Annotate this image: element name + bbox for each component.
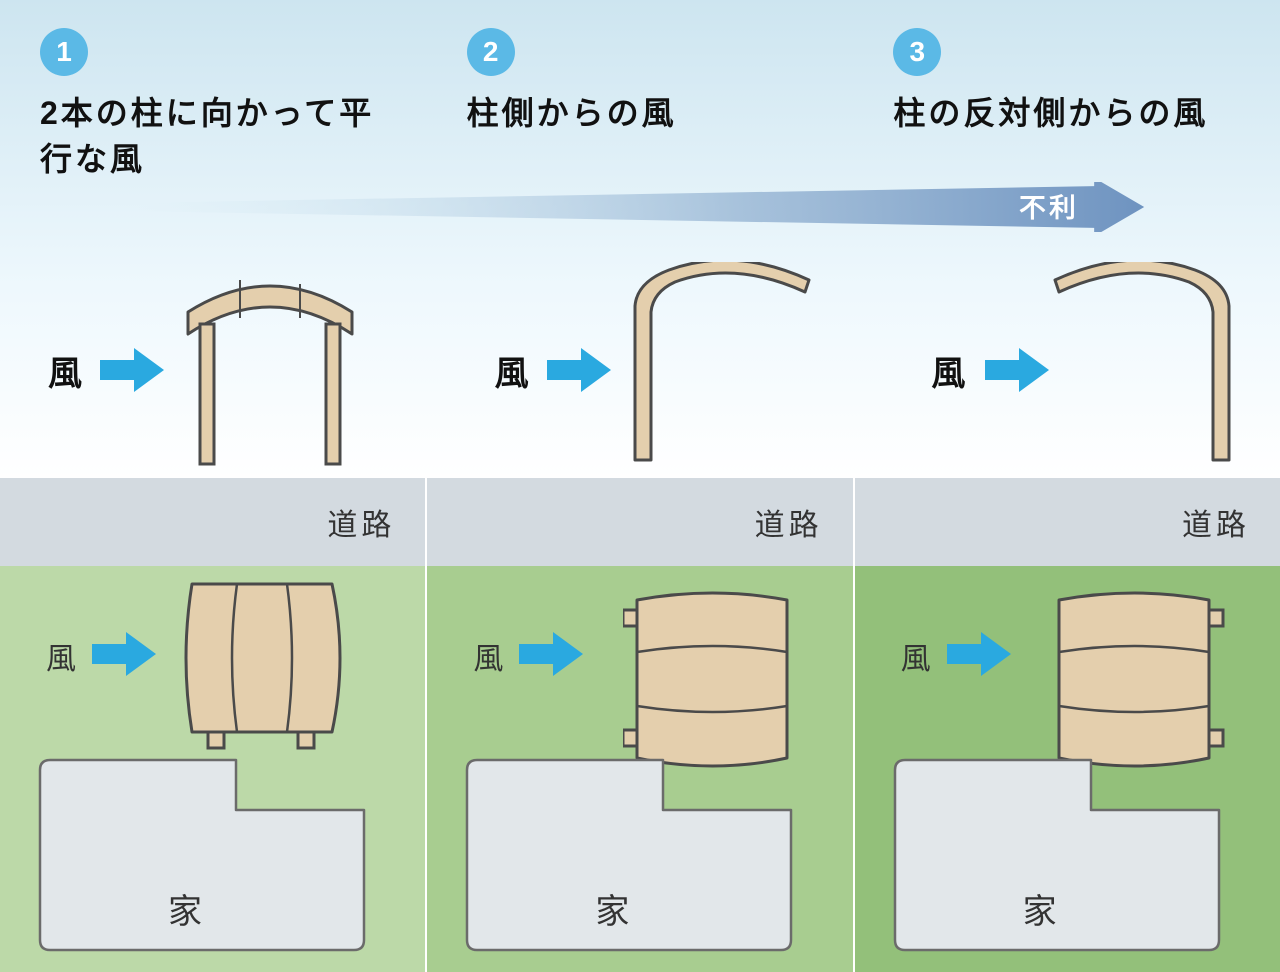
carport-post-left-icon [625,262,815,462]
plan-area-3: 風 家 [855,566,1280,972]
wind-label: 風 [901,634,933,678]
wind-label: 風 [495,346,529,395]
wind-arrow-icon [519,630,583,678]
wind-arrow-icon [100,346,164,394]
badge-num: 2 [483,36,499,68]
road-label: 道路 [1182,500,1250,544]
road-label: 道路 [327,500,395,544]
carport-side-1: 風 [0,248,427,468]
wind-arrow-icon [92,630,156,678]
number-badge-1: 1 [40,28,88,76]
col-bottom-3: 道路 風 家 [855,478,1280,972]
col-bottom-2: 道路 風 家 [427,478,854,972]
sky-section: 1 2本の柱に向かって平行な風 2 柱側からの風 3 柱の反対側からの風 [0,0,1280,478]
house-label: 家 [168,884,208,933]
road-label: 道路 [755,500,823,544]
carport-side-2: 風 [427,248,854,468]
plan-area-2: 風 家 [427,566,852,972]
carport-side-row: 風 風 [0,248,1280,468]
badge-num: 3 [910,36,926,68]
heading-1: 2本の柱に向かって平行な風 [40,90,397,183]
carport-two-post-icon [170,266,370,466]
carport-plan-2-icon [623,582,798,777]
wind-label: 風 [48,346,82,395]
wind-label: 風 [931,346,965,395]
house-label: 家 [1023,884,1063,933]
carport-post-right-icon [1049,262,1239,462]
wind-label: 風 [46,634,78,678]
badge-num: 1 [56,36,72,68]
wind-arrow-icon [985,346,1049,394]
infographic-container: 1 2本の柱に向かって平行な風 2 柱側からの風 3 柱の反対側からの風 [0,0,1280,972]
house-label: 家 [595,884,635,933]
road-strip: 道路 [0,478,425,566]
carport-side-3: 風 [853,248,1280,468]
wind-arrow-icon [947,630,1011,678]
carport-plan-1-icon [172,578,352,753]
wind-label: 風 [473,634,505,678]
carport-plan-3-icon [1051,582,1226,777]
col-bottom-1: 道路 風 家 [0,478,427,972]
road-strip: 道路 [427,478,852,566]
number-badge-2: 2 [467,28,515,76]
number-badge-3: 3 [893,28,941,76]
heading-3: 柱の反対側からの風 [893,90,1250,136]
heading-2: 柱側からの風 [467,90,824,136]
road-strip: 道路 [855,478,1280,566]
plan-section: 道路 風 家 [0,478,1280,972]
wind-arrow-icon [547,346,611,394]
plan-area-1: 風 家 [0,566,425,972]
